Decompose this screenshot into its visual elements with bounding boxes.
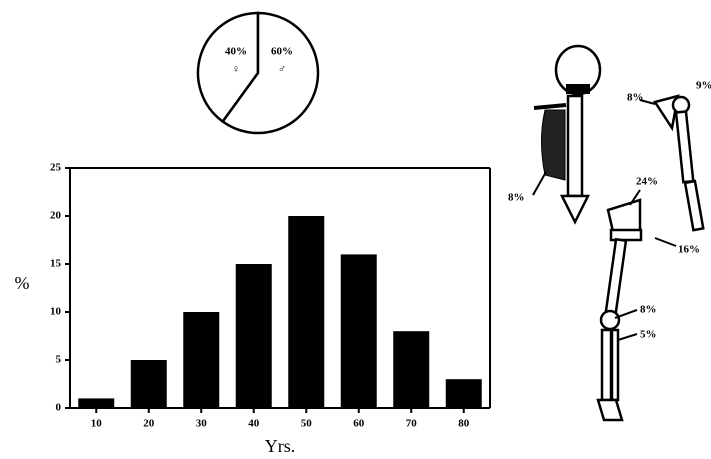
y-tick-label: 5 [56,354,62,366]
pie-value-label: 60% [271,46,293,58]
x-axis-label: Yrs. [265,436,296,456]
pie-category-label: ♀ [232,64,240,76]
y-tick-label: 0 [56,402,62,414]
y-tick-label: 10 [50,306,62,318]
pie-category-label: ♂ [278,64,286,76]
y-axis-label: % [15,273,30,293]
bar [393,331,429,408]
x-tick-label: 60 [353,418,365,430]
skeleton-label: 8% [627,92,644,104]
x-tick-label: 10 [91,418,103,430]
bar [288,216,324,408]
bar [236,264,272,408]
skeleton-label: 24% [636,176,658,188]
pie-value-label: 40% [225,46,247,58]
bar [131,360,167,408]
skeleton-label: 8% [640,304,657,316]
bar [78,398,114,408]
y-tick-label: 25 [50,162,62,174]
y-tick-label: 15 [50,258,62,270]
bar [341,254,377,408]
x-tick-label: 80 [458,418,470,430]
x-tick-label: 40 [248,418,260,430]
y-tick-label: 20 [50,210,62,222]
x-tick-label: 20 [143,418,155,430]
bar [183,312,219,408]
x-tick-label: 70 [406,418,418,430]
figure: 8% 9% 8% 24% 16% 8% 5% 40% ♀ 60% ♂ 0 5 10 15 20 2… [0,0,711,459]
skeleton-label: 8% [508,192,525,204]
skeleton-label: 9% [696,80,711,92]
x-tick-label: 50 [301,418,313,430]
skeleton-label: 16% [678,244,700,256]
skeleton-label: 5% [640,329,657,341]
x-tick-label: 30 [196,418,208,430]
skeleton: 8% 9% 8% 24% 16% 8% 5% [508,46,711,420]
bar [446,379,482,408]
